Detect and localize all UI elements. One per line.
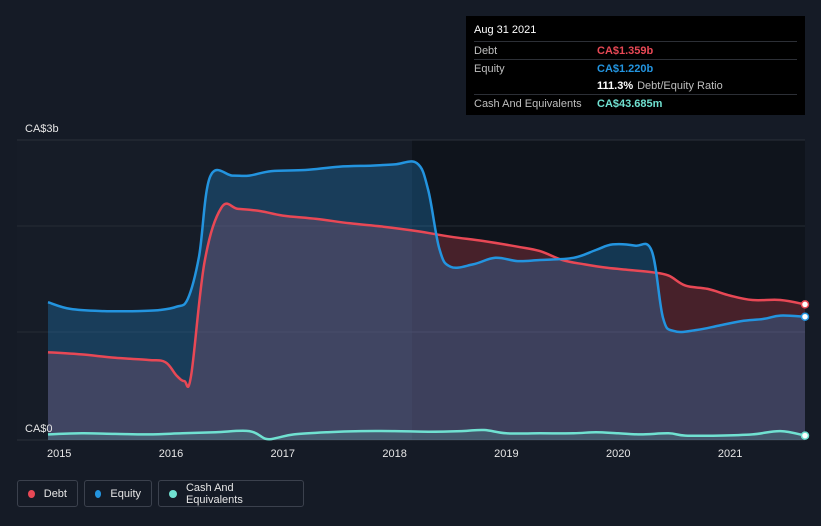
debt-legend-dot-icon	[28, 489, 35, 498]
y-axis-label-top: CA$3b	[25, 123, 59, 135]
tooltip-ratio-suffix: Debt/Equity Ratio	[637, 79, 723, 92]
x-tick-label-2015: 2015	[47, 448, 71, 460]
debt-area	[48, 203, 805, 440]
tooltip-label-debt: Debt	[474, 44, 498, 57]
tooltip-label-cash: Cash And Equivalents	[474, 97, 582, 110]
legend-item-cash[interactable]: Cash And Equivalents	[158, 480, 304, 507]
plot-shaded-region	[412, 140, 805, 440]
x-tick-label-2018: 2018	[382, 448, 406, 460]
tooltip-value-ratio: 111.3%	[597, 79, 634, 92]
tooltip-row-equity: Equity CA$1.220b	[474, 59, 797, 77]
debt-series-line	[47, 202, 806, 388]
tooltip-row-ratio: 111.3% Debt/Equity Ratio	[474, 77, 797, 94]
x-tick-label-2019: 2019	[494, 448, 518, 460]
x-tick-label-2021: 2021	[718, 448, 742, 460]
legend-label-equity: Equity	[110, 487, 141, 500]
legend-label-cash: Cash And Equivalents	[185, 481, 243, 506]
x-tick-label-2017: 2017	[271, 448, 295, 460]
tooltip-panel: Aug 31 2021 Debt CA$1.359b Equity CA$1.2…	[466, 16, 805, 115]
legend-label-debt: Debt	[43, 487, 67, 500]
x-tick-label-2020: 2020	[606, 448, 630, 460]
tooltip-row-cash: Cash And Equivalents CA$43.685m	[474, 94, 797, 112]
equity-end-marker	[800, 312, 810, 321]
x-tick-label-2016: 2016	[159, 448, 183, 460]
equity-legend-dot-icon	[95, 489, 102, 498]
equity-series-line	[47, 160, 806, 334]
cash-end-marker	[800, 431, 810, 440]
equity-area	[48, 161, 805, 440]
legend-item-equity[interactable]: Equity	[84, 480, 152, 507]
legend-item-debt[interactable]: Debt	[17, 480, 78, 507]
tooltip-value-debt: CA$1.359b	[597, 44, 654, 57]
cash-series-line	[47, 428, 806, 441]
tooltip-value-cash: CA$43.685m	[597, 97, 663, 110]
cash-area	[48, 429, 805, 440]
tooltip-label-equity: Equity	[474, 62, 505, 75]
debt-end-marker	[800, 300, 810, 309]
tooltip-date: Aug 31 2021	[474, 24, 537, 36]
y-axis-label-bottom: CA$0	[25, 423, 53, 435]
tooltip-row-debt: Debt CA$1.359b	[474, 41, 797, 59]
tooltip-value-equity: CA$1.220b	[597, 62, 654, 75]
cash-legend-dot-icon	[169, 489, 177, 498]
